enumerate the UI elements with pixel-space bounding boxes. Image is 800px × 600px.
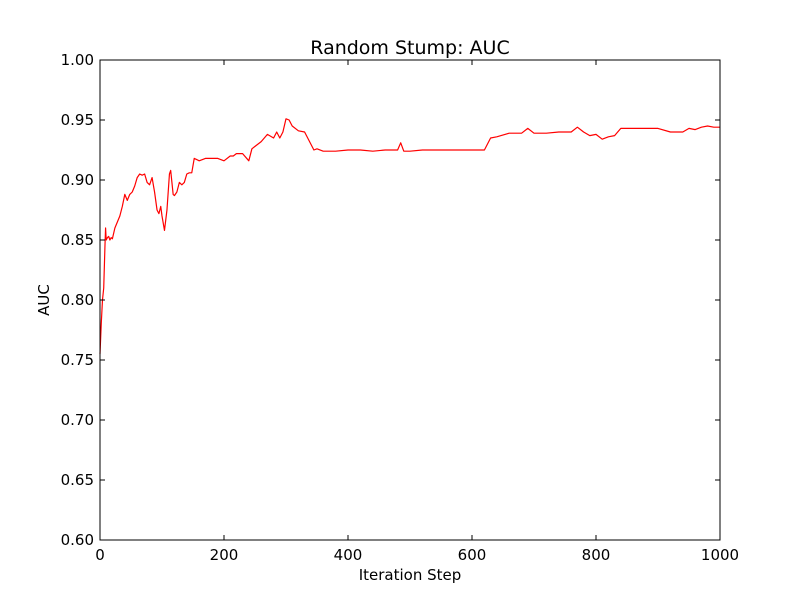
y-tick-label: 1.00 (61, 51, 94, 69)
plot-frame (99, 59, 721, 541)
series-line-0 (99, 118, 720, 355)
x-tick-label: 1000 (701, 546, 739, 564)
y-tick-label: 0.90 (61, 171, 94, 189)
chart-title: Random Stump: AUC (310, 37, 509, 59)
x-tick-label: 800 (582, 546, 611, 564)
y-tick-label: 0.80 (61, 291, 94, 309)
x-tick-label: 200 (210, 546, 239, 564)
y-tick-label: 0.60 (61, 531, 94, 549)
x-tick-label: 0 (95, 546, 105, 564)
x-axis-label: Iteration Step (359, 566, 462, 584)
y-tick-label: 0.95 (61, 111, 94, 129)
y-tick-label: 0.70 (61, 411, 94, 429)
y-tick-label: 0.65 (61, 471, 94, 489)
x-tick-label: 600 (458, 546, 487, 564)
y-axis-label: AUC (35, 284, 53, 316)
plot-area: 0 200 400 600 800 1000 0.60 0.65 0.70 0.75 0.80 0.8… (61, 51, 740, 564)
y-tick-label: 0.85 (61, 231, 94, 249)
y-tick-label: 0.75 (61, 351, 94, 369)
x-tick-label: 400 (334, 546, 363, 564)
